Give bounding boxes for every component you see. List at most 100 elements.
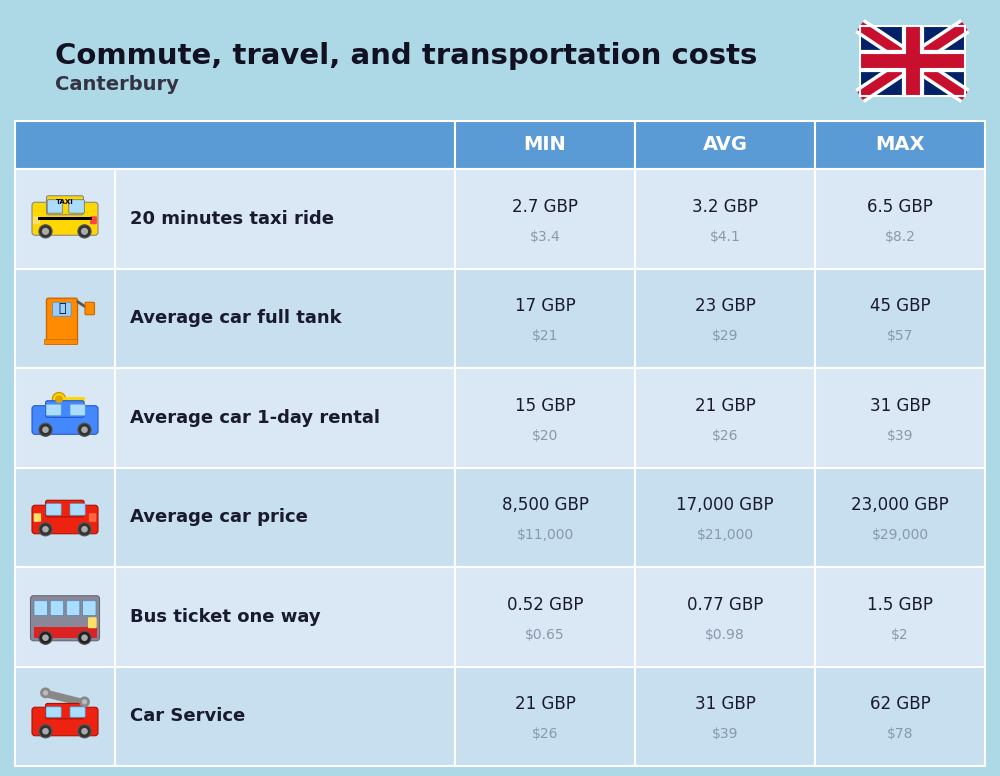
Text: Bus ticket one way: Bus ticket one way — [130, 608, 321, 625]
Text: MIN: MIN — [524, 136, 566, 154]
FancyBboxPatch shape — [83, 601, 96, 615]
FancyBboxPatch shape — [46, 704, 84, 719]
Text: 3.2 GBP: 3.2 GBP — [692, 198, 758, 216]
Circle shape — [39, 225, 52, 238]
Bar — [455, 268, 635, 368]
Bar — [15, 467, 115, 567]
Bar — [115, 567, 455, 667]
Text: 1.5 GBP: 1.5 GBP — [867, 596, 933, 614]
FancyBboxPatch shape — [70, 404, 85, 416]
Bar — [44, 339, 77, 344]
Bar — [455, 169, 635, 268]
Bar — [15, 169, 115, 268]
Text: $0.65: $0.65 — [525, 628, 565, 642]
Circle shape — [52, 393, 66, 406]
FancyBboxPatch shape — [46, 400, 84, 417]
Bar — [15, 268, 115, 368]
FancyBboxPatch shape — [47, 199, 63, 213]
Bar — [115, 268, 455, 368]
FancyBboxPatch shape — [90, 217, 97, 224]
Bar — [635, 368, 815, 467]
FancyBboxPatch shape — [53, 302, 71, 317]
Circle shape — [81, 427, 88, 433]
FancyBboxPatch shape — [46, 196, 84, 215]
Bar — [115, 169, 455, 268]
Circle shape — [78, 423, 91, 436]
Text: $8.2: $8.2 — [885, 230, 915, 244]
Text: TAXI: TAXI — [56, 199, 74, 205]
Text: $29,000: $29,000 — [871, 528, 929, 542]
Circle shape — [39, 523, 52, 536]
Circle shape — [81, 635, 88, 641]
Text: $39: $39 — [887, 428, 913, 442]
Circle shape — [39, 423, 52, 436]
Text: 0.52 GBP: 0.52 GBP — [507, 596, 583, 614]
Bar — [15, 667, 115, 766]
Text: Car Service: Car Service — [130, 707, 245, 726]
Text: $0.98: $0.98 — [705, 628, 745, 642]
FancyBboxPatch shape — [46, 707, 61, 717]
Text: MAX: MAX — [875, 136, 925, 154]
FancyBboxPatch shape — [46, 404, 61, 416]
Circle shape — [81, 227, 88, 235]
FancyBboxPatch shape — [32, 505, 98, 534]
Circle shape — [81, 728, 88, 735]
Circle shape — [78, 523, 91, 536]
Text: 23,000 GBP: 23,000 GBP — [851, 497, 949, 514]
Text: AVG: AVG — [702, 136, 748, 154]
Bar — [455, 121, 635, 169]
FancyBboxPatch shape — [46, 501, 84, 517]
Text: 45 GBP: 45 GBP — [870, 297, 930, 315]
Text: 8,500 GBP: 8,500 GBP — [502, 497, 588, 514]
Text: $2: $2 — [891, 628, 909, 642]
Text: 6.5 GBP: 6.5 GBP — [867, 198, 933, 216]
Circle shape — [42, 635, 49, 641]
FancyBboxPatch shape — [32, 707, 98, 736]
FancyBboxPatch shape — [66, 601, 80, 615]
Circle shape — [42, 427, 49, 433]
Circle shape — [55, 395, 63, 403]
FancyBboxPatch shape — [70, 707, 85, 717]
Bar — [34, 627, 96, 638]
Text: 21 GBP: 21 GBP — [695, 397, 755, 415]
Circle shape — [42, 526, 49, 532]
FancyBboxPatch shape — [50, 601, 64, 615]
Bar — [815, 169, 985, 268]
Text: Average car 1-day rental: Average car 1-day rental — [130, 409, 380, 427]
Bar — [635, 121, 815, 169]
FancyBboxPatch shape — [46, 504, 61, 515]
FancyBboxPatch shape — [34, 601, 47, 615]
Circle shape — [78, 725, 91, 738]
Bar — [635, 169, 815, 268]
Text: $78: $78 — [887, 727, 913, 741]
Text: $39: $39 — [712, 727, 738, 741]
FancyBboxPatch shape — [33, 217, 40, 224]
FancyBboxPatch shape — [89, 513, 96, 521]
Bar — [115, 667, 455, 766]
Text: 2.7 GBP: 2.7 GBP — [512, 198, 578, 216]
Bar — [860, 26, 965, 96]
Bar — [635, 667, 815, 766]
Bar — [815, 567, 985, 667]
Bar — [815, 121, 985, 169]
Bar — [635, 567, 815, 667]
Bar — [635, 467, 815, 567]
Text: $21,000: $21,000 — [696, 528, 754, 542]
Text: Average car full tank: Average car full tank — [130, 310, 342, 327]
Text: 21 GBP: 21 GBP — [515, 695, 575, 713]
Circle shape — [42, 227, 49, 235]
Text: $4.1: $4.1 — [710, 230, 740, 244]
Text: 20 minutes taxi ride: 20 minutes taxi ride — [130, 210, 334, 227]
FancyBboxPatch shape — [30, 596, 100, 641]
FancyBboxPatch shape — [69, 199, 84, 213]
Bar — [860, 26, 965, 96]
Bar — [115, 467, 455, 567]
Text: $3.4: $3.4 — [530, 230, 560, 244]
Text: $11,000: $11,000 — [516, 528, 574, 542]
Circle shape — [43, 690, 48, 695]
Circle shape — [82, 699, 87, 705]
Circle shape — [78, 631, 91, 644]
Text: $26: $26 — [712, 428, 738, 442]
Circle shape — [79, 696, 90, 707]
Circle shape — [42, 728, 49, 735]
